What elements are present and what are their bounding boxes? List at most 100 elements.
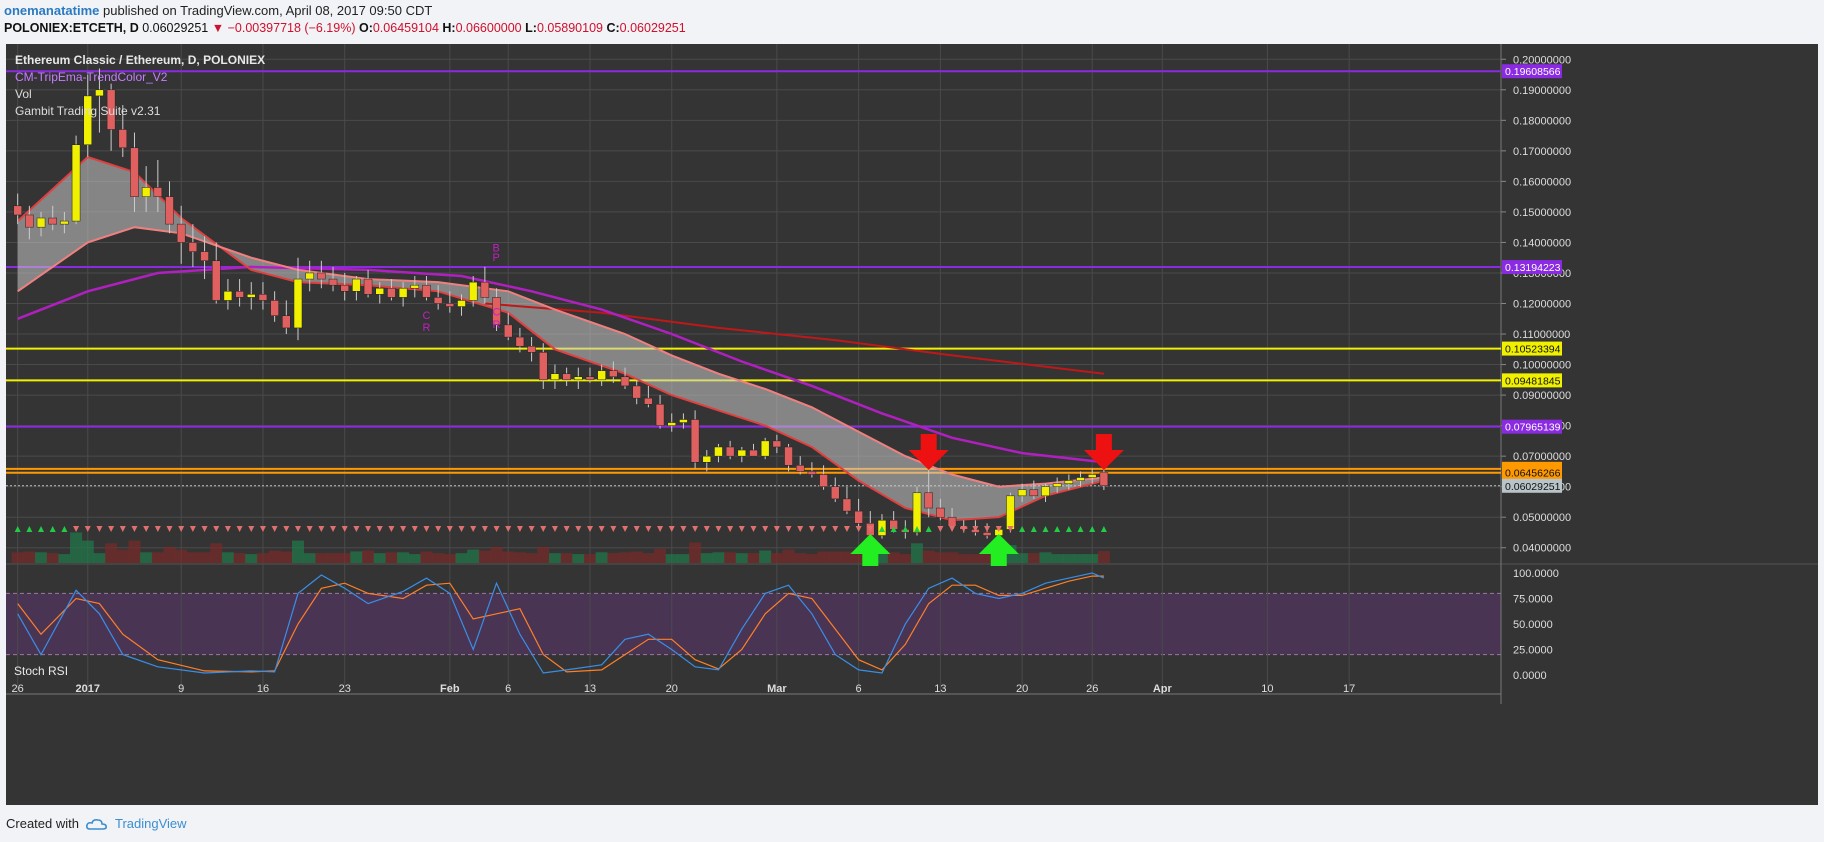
candle-body — [749, 449, 758, 457]
price-tick-label: 0.12000000 — [1513, 299, 1571, 311]
candle-body — [644, 397, 653, 405]
volume-bar — [385, 552, 398, 563]
trend-marker — [925, 526, 932, 532]
volume-bar — [911, 543, 924, 563]
symbol-line: POLONIEX:ETCETH, D 0.06029251 ▼ −0.00397… — [4, 21, 686, 35]
trend-marker — [972, 526, 979, 532]
chart-frame[interactable]: 0.20000000 0.19000000 0.18000000 0.17000000… — [6, 44, 1818, 805]
publish-line: onemanatatime published on TradingView.c… — [4, 3, 432, 18]
trend-marker — [224, 526, 231, 532]
trend-marker — [154, 526, 161, 532]
trend-marker — [38, 526, 45, 532]
volume-bar — [805, 554, 818, 563]
stoch-band — [6, 593, 1501, 655]
author-link[interactable]: onemanatatime — [4, 3, 100, 18]
time-tick-label: 20 — [666, 683, 678, 695]
volume-bar — [46, 553, 59, 563]
publish-info: published on TradingView.com, April 08, … — [103, 3, 433, 18]
open-label: O: — [358, 21, 373, 35]
candle-body — [807, 471, 817, 475]
volume-bar — [373, 553, 386, 563]
volume-bar — [268, 550, 281, 563]
volume-bar — [1027, 553, 1040, 563]
price-change: ▼ −0.00397718 (−6.19%) — [211, 21, 356, 35]
legend-indicator-gambit[interactable]: Gambit Trading Suite v2.31 — [15, 104, 161, 118]
volume-bar — [712, 552, 725, 563]
trend-marker — [855, 526, 862, 532]
volume-bar — [186, 552, 199, 563]
candle-body — [293, 278, 303, 329]
footer: Created with TradingView — [6, 816, 187, 831]
trend-marker — [84, 526, 91, 532]
trend-marker — [306, 526, 313, 532]
candle-body — [936, 507, 945, 518]
candle-body — [842, 498, 852, 512]
trend-marker — [49, 526, 56, 532]
trend-marker — [563, 526, 570, 532]
candle-body — [562, 373, 571, 381]
volume-bar — [852, 551, 865, 563]
price-tick-label: 0.05000000 — [1513, 512, 1571, 524]
level-price-text: 0.19608566 — [1505, 66, 1561, 78]
candle-body — [200, 251, 209, 262]
chart-legend: Ethereum Classic / Ethereum, D, POLONIEX… — [15, 52, 265, 120]
candle-body — [36, 217, 46, 228]
volume-bar — [443, 554, 456, 563]
footer-brand[interactable]: TradingView — [114, 816, 187, 831]
trend-marker — [878, 526, 885, 532]
trend-marker — [376, 526, 383, 532]
trend-marker — [575, 526, 582, 532]
candle-body — [410, 284, 420, 289]
trend-marker — [586, 526, 593, 532]
volume-bar — [840, 551, 853, 563]
candle-body — [947, 516, 957, 527]
level-price-tag — [1502, 419, 1562, 434]
volume-bar — [946, 552, 959, 563]
time-tick-label: 26 — [1086, 683, 1098, 695]
trend-marker — [505, 526, 512, 532]
trend-marker — [516, 526, 523, 532]
trend-marker — [703, 526, 710, 532]
trend-marker — [446, 526, 453, 532]
trend-marker — [330, 526, 337, 532]
volume-bar — [70, 532, 83, 563]
candle-body — [609, 370, 618, 378]
chart-svg[interactable]: 0.20000000 0.19000000 0.18000000 0.17000000… — [6, 44, 1818, 805]
volume-bar — [175, 549, 188, 563]
volume-bar — [922, 550, 935, 563]
time-tick-label: 20 — [1016, 683, 1028, 695]
trend-marker — [902, 526, 909, 532]
time-tick-label: 6 — [505, 683, 511, 695]
candle-body — [725, 446, 735, 457]
candle-body — [340, 284, 349, 292]
trend-marker — [248, 526, 255, 532]
candle-body — [539, 352, 548, 381]
trend-marker — [411, 526, 418, 532]
signal-letter: B — [493, 243, 500, 255]
candle-body — [141, 187, 151, 197]
candle-body — [760, 440, 770, 457]
time-tick-label: 17 — [1343, 683, 1355, 695]
volume-bar — [432, 553, 445, 563]
price-tick-label: 0.16000000 — [1513, 176, 1571, 188]
volume-bar — [1086, 554, 1099, 563]
level-price-text: 0.07965139 — [1505, 422, 1561, 434]
trend-marker — [633, 526, 640, 532]
candle-body — [795, 465, 805, 472]
volume-bar — [548, 553, 561, 563]
trend-marker — [96, 526, 103, 532]
trend-marker — [470, 526, 477, 532]
trend-marker — [551, 526, 558, 532]
trend-marker — [692, 526, 699, 532]
level-price-tag — [1502, 465, 1562, 480]
legend-indicator-tripema[interactable]: CM-TripEma-TrendColor_V2 — [15, 70, 168, 84]
trend-marker — [680, 526, 687, 532]
level-price-text: 0.13194223 — [1505, 262, 1561, 274]
trend-marker — [914, 526, 921, 532]
trend-marker — [26, 526, 33, 532]
volume-bar — [525, 553, 538, 563]
volume-bar — [128, 540, 141, 563]
trend-marker — [540, 526, 547, 532]
trend-marker — [843, 526, 850, 532]
legend-indicator-vol[interactable]: Vol — [15, 87, 32, 101]
